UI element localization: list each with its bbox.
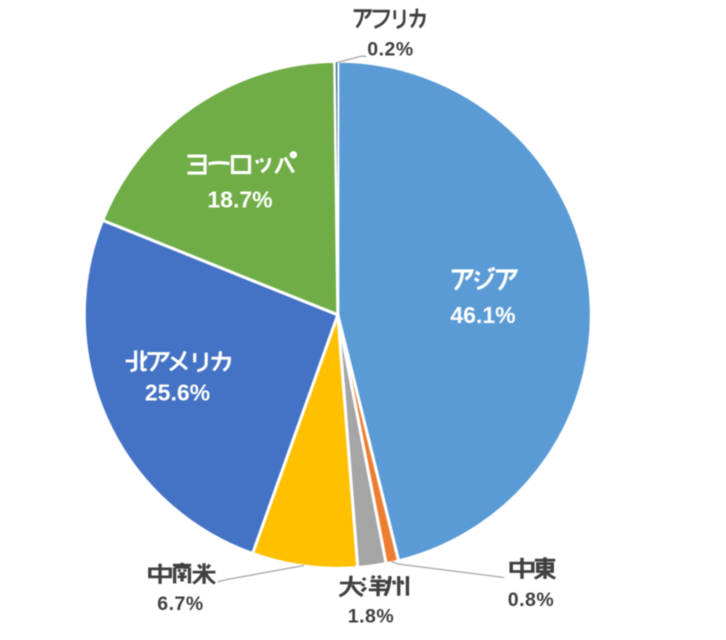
svg-text:0.8%: 0.8% <box>508 589 554 611</box>
svg-text:46.1%: 46.1% <box>450 302 515 328</box>
svg-text:6.7%: 6.7% <box>157 593 203 615</box>
svg-text:0.2%: 0.2% <box>367 39 413 61</box>
svg-text:25.6%: 25.6% <box>145 380 210 406</box>
svg-text:18.7%: 18.7% <box>207 186 272 212</box>
svg-text:1.8%: 1.8% <box>348 606 394 628</box>
